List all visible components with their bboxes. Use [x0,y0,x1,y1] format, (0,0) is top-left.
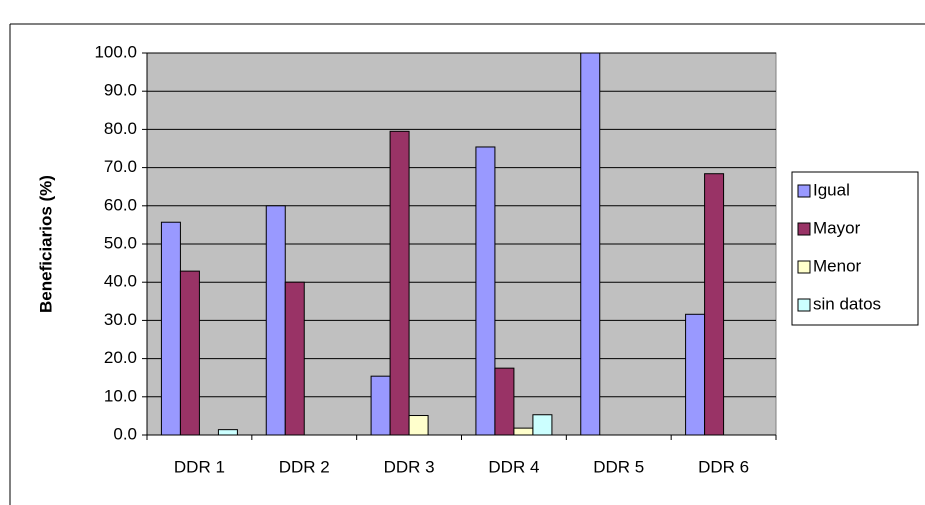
bar [370,375,391,436]
legend-swatch [797,184,811,198]
y-tick-label: 10.0 [104,386,137,405]
bar [389,130,410,436]
legend-swatch [797,222,811,236]
x-tick-label: DDR 6 [698,457,749,476]
y-tick-label: 80.0 [104,119,137,138]
legend-label: Menor [813,256,862,275]
bar [284,281,305,436]
bar [265,205,286,436]
legend-label: Igual [813,180,850,199]
x-tick-label: DDR 3 [384,457,435,476]
legend-label: sin datos [813,294,881,313]
legend-box [791,171,919,326]
legend-swatch [797,260,811,274]
bar [179,270,200,436]
y-tick-label: 0.0 [113,424,137,443]
legend-swatch [797,298,811,312]
bar [160,221,181,436]
legend-label: Mayor [813,218,861,237]
x-tick-label: DDR 2 [279,457,330,476]
y-tick-label: 90.0 [104,81,137,100]
y-axis-label: Beneficiarios (%) [36,175,55,313]
y-tick-label: 70.0 [104,157,137,176]
y-tick-label: 60.0 [104,195,137,214]
y-tick-label: 20.0 [104,348,137,367]
y-tick-label: 40.0 [104,272,137,291]
y-tick-label: 50.0 [104,233,137,252]
y-tick-label: 30.0 [104,310,137,329]
bar [704,173,725,436]
bar [685,313,706,436]
bar [532,414,553,436]
x-tick-label: DDR 1 [174,457,225,476]
bar [217,429,238,436]
bar [513,427,534,436]
bar [408,415,429,436]
bar [580,52,601,436]
x-tick-label: DDR 4 [488,457,539,476]
x-tick-label: DDR 5 [593,457,644,476]
y-tick-label: 100.0 [94,42,137,61]
bar [475,146,496,436]
bar [494,367,515,436]
